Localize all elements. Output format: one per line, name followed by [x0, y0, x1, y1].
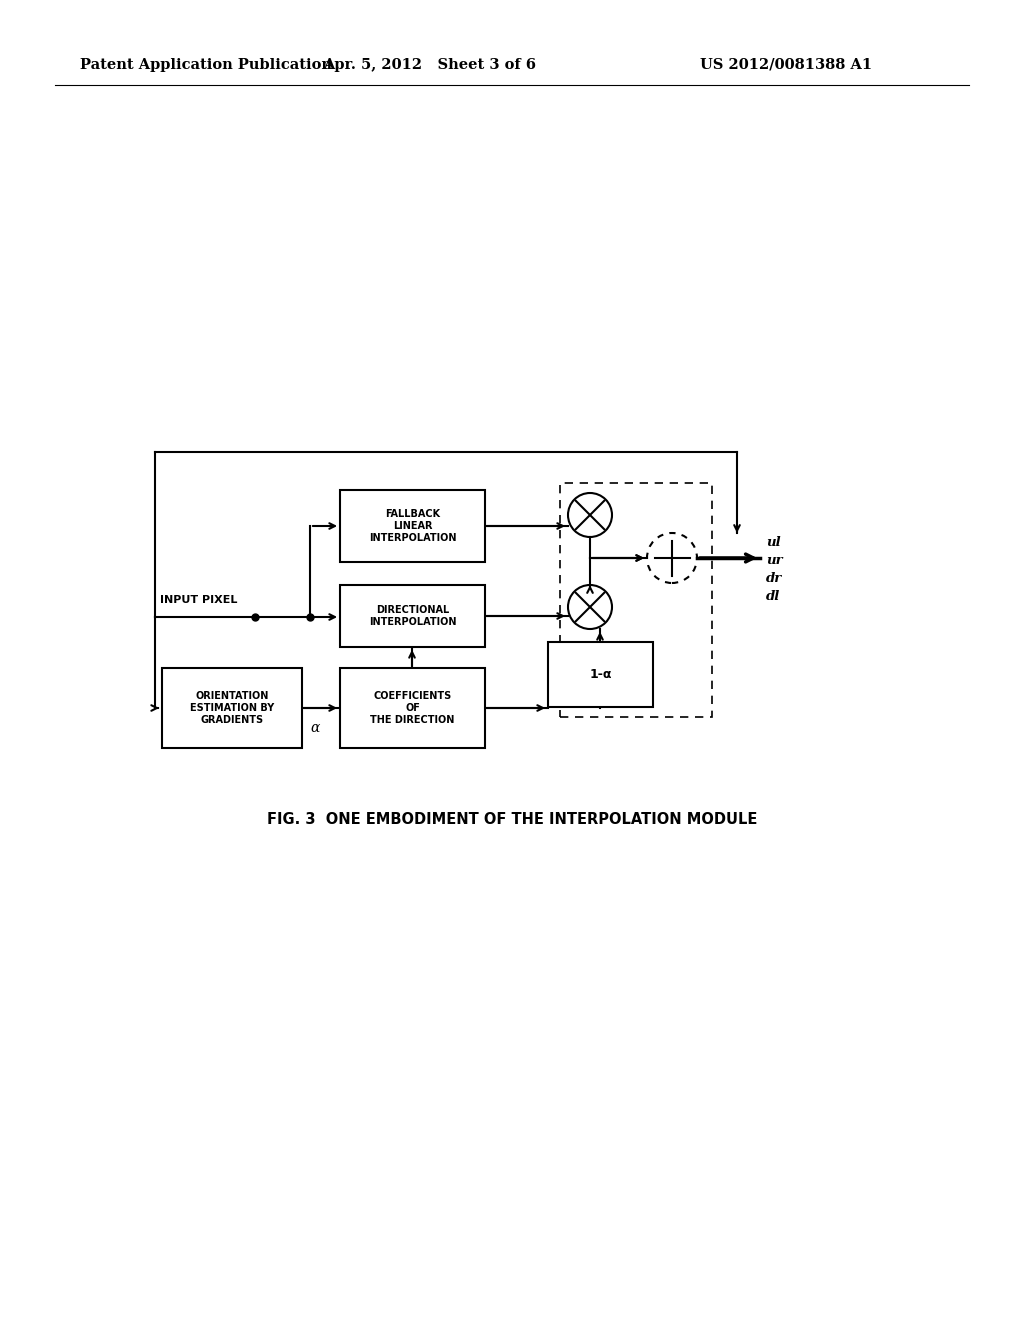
Bar [548, 642, 653, 708]
Bar [340, 668, 485, 748]
Text: α: α [310, 721, 319, 735]
Text: COEFFICIENTS
OF
THE DIRECTION: COEFFICIENTS OF THE DIRECTION [371, 692, 455, 725]
Text: ul: ul [766, 536, 780, 549]
Text: FIG. 3  ONE EMBODIMENT OF THE INTERPOLATION MODULE: FIG. 3 ONE EMBODIMENT OF THE INTERPOLATI… [267, 813, 757, 828]
Bar [340, 585, 485, 647]
Bar [340, 490, 485, 562]
Text: ORIENTATION
ESTIMATION BY
GRADIENTS: ORIENTATION ESTIMATION BY GRADIENTS [189, 692, 274, 725]
Text: FALLBACK
LINEAR
INTERPOLATION: FALLBACK LINEAR INTERPOLATION [369, 510, 457, 543]
Bar [560, 483, 712, 717]
Text: dr: dr [766, 572, 782, 585]
Text: Apr. 5, 2012   Sheet 3 of 6: Apr. 5, 2012 Sheet 3 of 6 [324, 58, 537, 73]
Text: ur: ur [766, 553, 782, 566]
Text: DIRECTIONAL
INTERPOLATION: DIRECTIONAL INTERPOLATION [369, 605, 457, 627]
Text: 1-α: 1-α [589, 668, 611, 681]
Bar [162, 668, 302, 748]
Text: INPUT PIXEL: INPUT PIXEL [160, 595, 238, 605]
Text: US 2012/0081388 A1: US 2012/0081388 A1 [700, 58, 872, 73]
Text: Patent Application Publication: Patent Application Publication [80, 58, 332, 73]
Text: dl: dl [766, 590, 780, 602]
